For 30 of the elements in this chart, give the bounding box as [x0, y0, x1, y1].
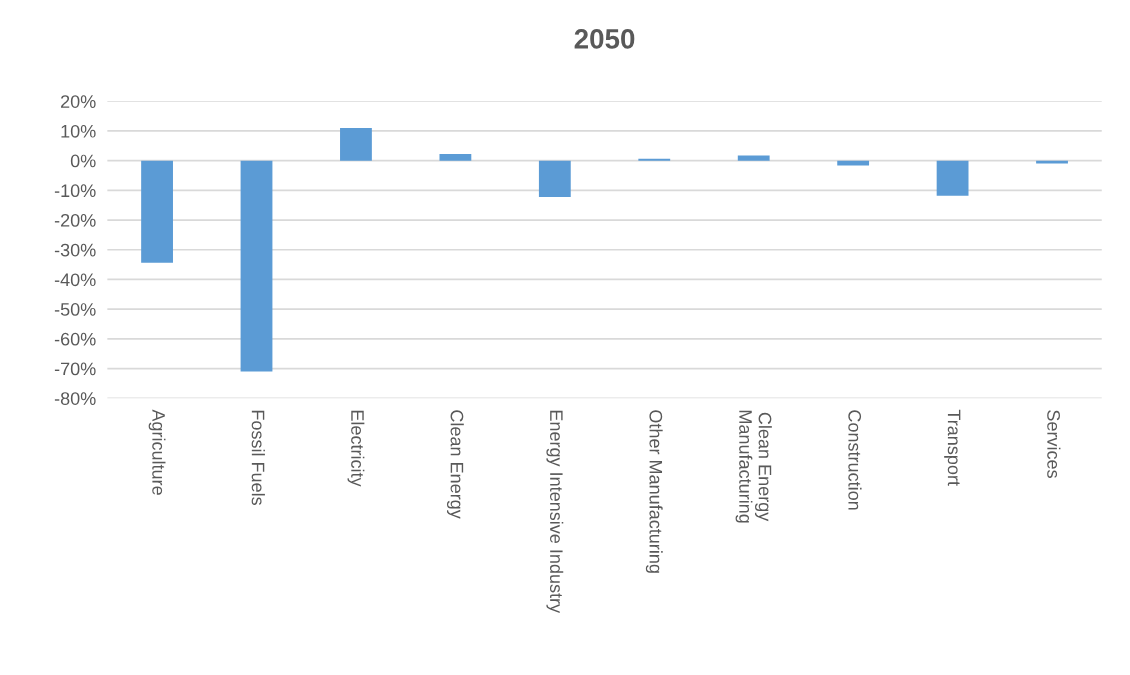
x-tick-label: Electricity: [347, 410, 365, 487]
x-tick-label: Agriculture: [148, 409, 166, 495]
y-tick-label: -60%: [54, 332, 96, 346]
y-tick-label: 0%: [70, 154, 96, 168]
y-tick-label: 20%: [61, 95, 96, 108]
y-tick-label: -50%: [54, 303, 96, 316]
x-tick-label: Construction: [848, 410, 862, 510]
x-tick-label: Transport: [944, 409, 961, 486]
bar: [240, 160, 273, 372]
y-tick-label: -20%: [54, 213, 96, 227]
y-tick-label: -40%: [54, 273, 96, 287]
bar: [141, 160, 173, 263]
chart-title: 2050: [574, 29, 635, 49]
y-tick-label: -80%: [54, 392, 96, 405]
x-tick-label: Energy Intensive Industry: [546, 410, 564, 614]
y-tick-label: -10%: [54, 184, 96, 198]
x-tick-label: Clean Energy Manufacturing: [735, 410, 772, 523]
bar: [737, 155, 770, 161]
bar: [439, 154, 472, 161]
y-tick-label: -30%: [54, 243, 96, 257]
bar: [1036, 160, 1068, 164]
y-tick-label: -70%: [54, 362, 96, 376]
bar: [936, 160, 969, 196]
x-tick-label: Fossil Fuels: [251, 410, 265, 506]
bar: [340, 127, 372, 161]
x-tick-label: Other Manufacturing: [645, 410, 663, 573]
x-tick-label: Clean Energy: [446, 410, 464, 519]
x-tick-label: Services: [1047, 410, 1061, 478]
bar: [538, 160, 571, 197]
y-tick-label: 10%: [61, 124, 96, 138]
